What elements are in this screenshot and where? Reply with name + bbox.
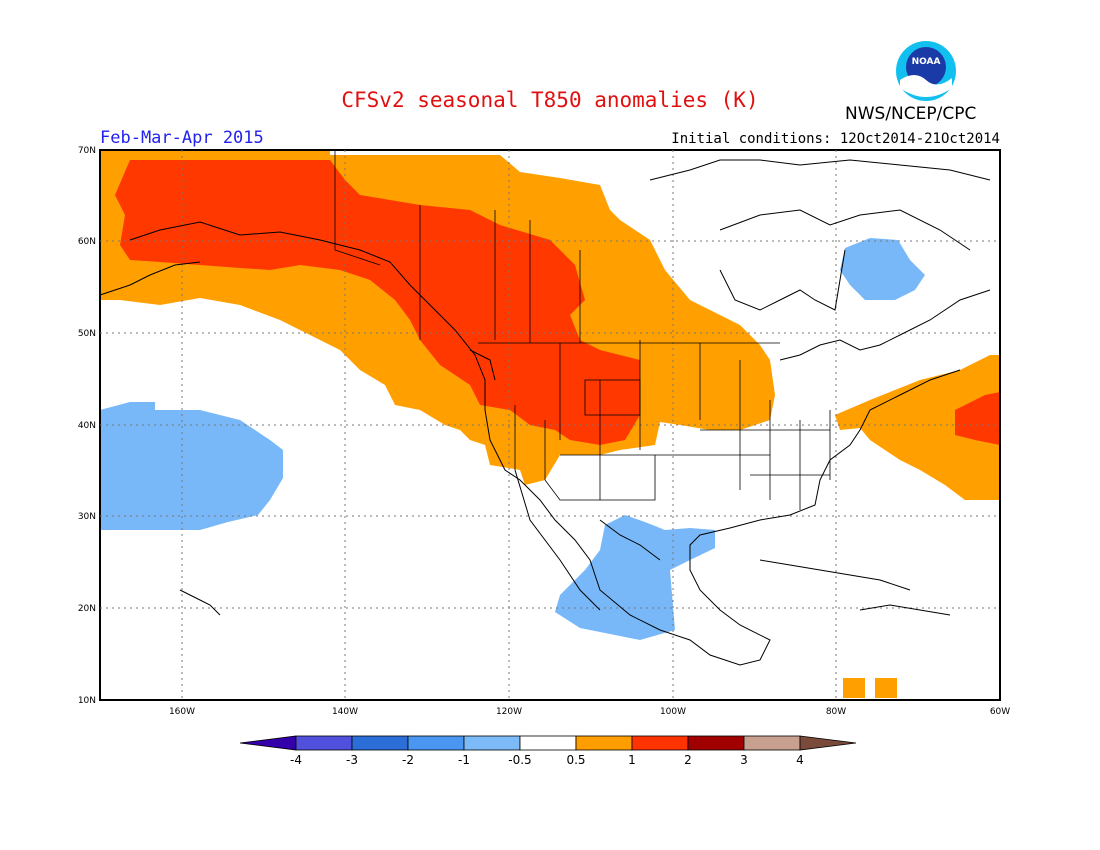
legend-arrow-low xyxy=(239,735,297,751)
legend-swatch xyxy=(351,735,409,751)
hudson-cool-anomaly xyxy=(840,238,925,300)
caribbean-warm-anomaly-2 xyxy=(875,678,897,698)
lat-label: 10N xyxy=(78,696,96,706)
legend-swatch xyxy=(687,735,745,751)
legend-tick-label: -2 xyxy=(402,753,414,767)
mexico-cool-anomaly xyxy=(555,515,715,640)
gridlines xyxy=(100,150,1000,700)
legend-swatch xyxy=(295,735,353,751)
lon-label: 100W xyxy=(660,707,686,717)
atlantic-strong-warm-anomaly xyxy=(955,392,1000,445)
anomaly-layer xyxy=(100,150,1000,698)
agency-label: NWS/NCEP/CPC xyxy=(845,104,977,124)
legend-tick-label: 3 xyxy=(740,753,748,767)
lon-label: 140W xyxy=(332,707,358,717)
legend-tick-label: -3 xyxy=(346,753,358,767)
lat-label: 60N xyxy=(78,237,96,247)
lat-label: 50N xyxy=(78,329,96,339)
legend-swatch xyxy=(575,735,633,751)
legend-tick-label: -4 xyxy=(290,753,302,767)
legend-swatch xyxy=(519,735,577,751)
legend-tick-label: -0.5 xyxy=(508,753,531,767)
legend-swatch xyxy=(463,735,521,751)
legend-tick-label: 2 xyxy=(684,753,692,767)
lon-label: 160W xyxy=(169,707,195,717)
atlantic-warm-anomaly xyxy=(835,355,1000,500)
legend-swatch xyxy=(631,735,689,751)
legend-swatch xyxy=(743,735,801,751)
legend-swatch xyxy=(407,735,465,751)
lon-label: 60W xyxy=(990,707,1010,717)
political-borders xyxy=(334,150,831,510)
legend-arrow-high xyxy=(799,735,857,751)
logo-text: NOAA xyxy=(912,57,941,67)
initial-conditions-label: Initial conditions: 12Oct2014-21Oct2014 xyxy=(671,131,1000,147)
lat-label: 70N xyxy=(78,146,96,156)
season-label: Feb-Mar-Apr 2015 xyxy=(100,128,264,148)
lat-label: 30N xyxy=(78,512,96,522)
map-title: CFSv2 seasonal T850 anomalies (K) xyxy=(341,88,759,112)
legend-tick-label: -1 xyxy=(458,753,470,767)
lon-label: 80W xyxy=(826,707,846,717)
legend-tick-label: 0.5 xyxy=(566,753,585,767)
legend-tick-label: 4 xyxy=(796,753,804,767)
caribbean-warm-anomaly xyxy=(843,678,865,698)
lon-label: 120W xyxy=(496,707,522,717)
coastlines xyxy=(99,159,991,666)
pacific-cool-anomaly xyxy=(100,402,283,530)
noaa-logo: NOAA xyxy=(896,41,956,101)
lat-label: 40N xyxy=(78,421,96,431)
legend-tick-label: 1 xyxy=(628,753,636,767)
lat-label: 20N xyxy=(78,604,96,614)
